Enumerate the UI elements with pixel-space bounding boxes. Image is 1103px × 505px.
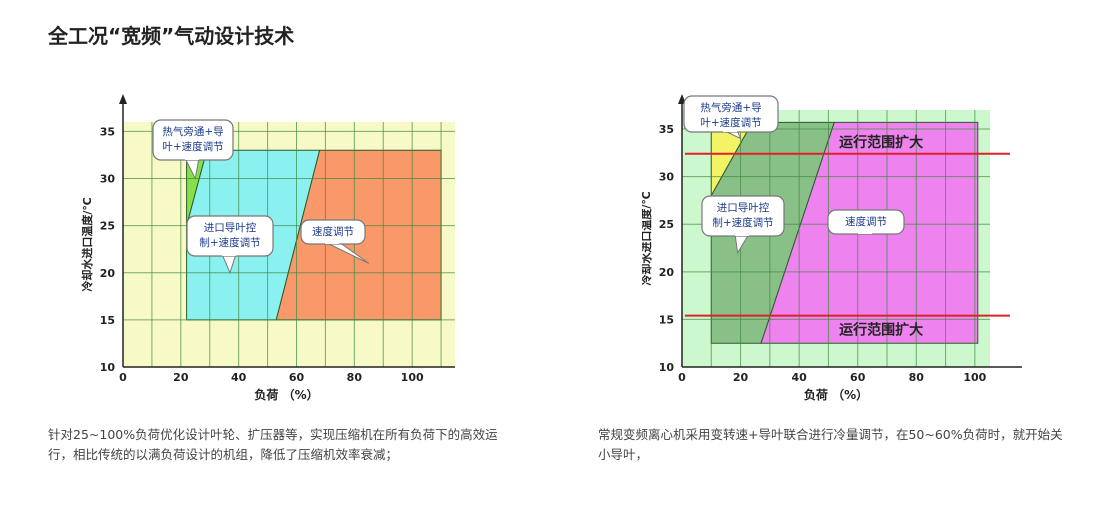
callout-text: 进口导叶控 [717,201,770,214]
y-tick-label: 30 [100,173,116,186]
y-tick-label: 10 [659,361,675,374]
y-tick-label: 10 [100,361,116,374]
callout-text: 速度调节 [312,225,354,238]
y-tick-label: 30 [659,171,675,184]
x-tick-label: 80 [347,371,363,384]
callout-0: 热气旁通+导叶+速度调节 [152,119,234,181]
y-tick-label: 20 [100,267,116,280]
y-tick-label: 20 [659,266,675,279]
callout-join [735,233,749,236]
x-tick-label: 100 [401,371,424,384]
callout-text: 叶+速度调节 [700,116,761,129]
callout-text: 制+速度调节 [199,236,260,249]
x-tick-label: 40 [231,371,247,384]
callout-text: 热气旁通+导 [162,125,223,138]
x-axis-label: 负荷 （%） [254,387,318,402]
callout-join [723,129,737,132]
callout-text: 速度调节 [845,215,887,228]
y-tick-label: 25 [100,220,115,233]
callout-join [325,241,339,244]
callout-text: 热气旁通+导 [700,101,761,114]
y-tick-label: 25 [659,218,674,231]
x-tick-label: 60 [289,371,305,384]
callout-2: 速度调节 [300,219,370,264]
chart-left-operating-map: 0 20 40 60 80 100 10 15 20 25 30 35 负荷 （%） 冷却水进口温度/℃ 热… [80,94,455,402]
callout-0: 热气旁通+导叶+速度调节 [683,95,779,140]
x-tick-label: 0 [678,371,686,384]
callout-join [858,231,872,234]
page-title: 全工况“宽频”气动设计技术 [48,24,295,48]
y-axis-label: 冷却水进口温度/℃ [642,191,653,285]
x-tick-label: 0 [119,371,127,384]
y-tick-label: 35 [100,125,115,138]
x-tick-label: 60 [850,371,866,384]
reference-line-label-1: 运行范围扩大 [839,322,923,339]
x-tick-label: 20 [173,371,189,384]
callout-text: 叶+速度调节 [162,140,223,153]
y-axis-arrow [119,94,127,104]
y-tick-label: 15 [100,314,115,327]
y-tick-label: 15 [659,313,674,326]
callout-join [185,157,199,160]
callout-join [222,253,236,256]
caption-right: 常规变频离心机采用变转速+导叶联合进行冷量调节，在50~60%负荷时，就开始关小… [598,427,1063,462]
x-tick-label: 20 [733,371,749,384]
callout-text: 进口导叶控 [204,221,257,234]
x-tick-label: 100 [963,371,986,384]
callout-text: 制+速度调节 [712,216,773,229]
callout-2: 速度调节 [827,209,905,235]
x-tick-label: 80 [909,371,925,384]
x-tick-label: 40 [791,371,807,384]
reference-line-label-0: 运行范围扩大 [839,134,923,151]
y-axis-label: 冷却水进口温度/℃ [80,197,94,291]
y-tick-label: 35 [659,123,674,136]
caption-left: 针对25~100%负荷优化设计叶轮、扩压器等，实现压缩机在所有负荷下的高效运行，… [48,427,498,462]
x-axis-label: 负荷 （%） [804,387,868,402]
